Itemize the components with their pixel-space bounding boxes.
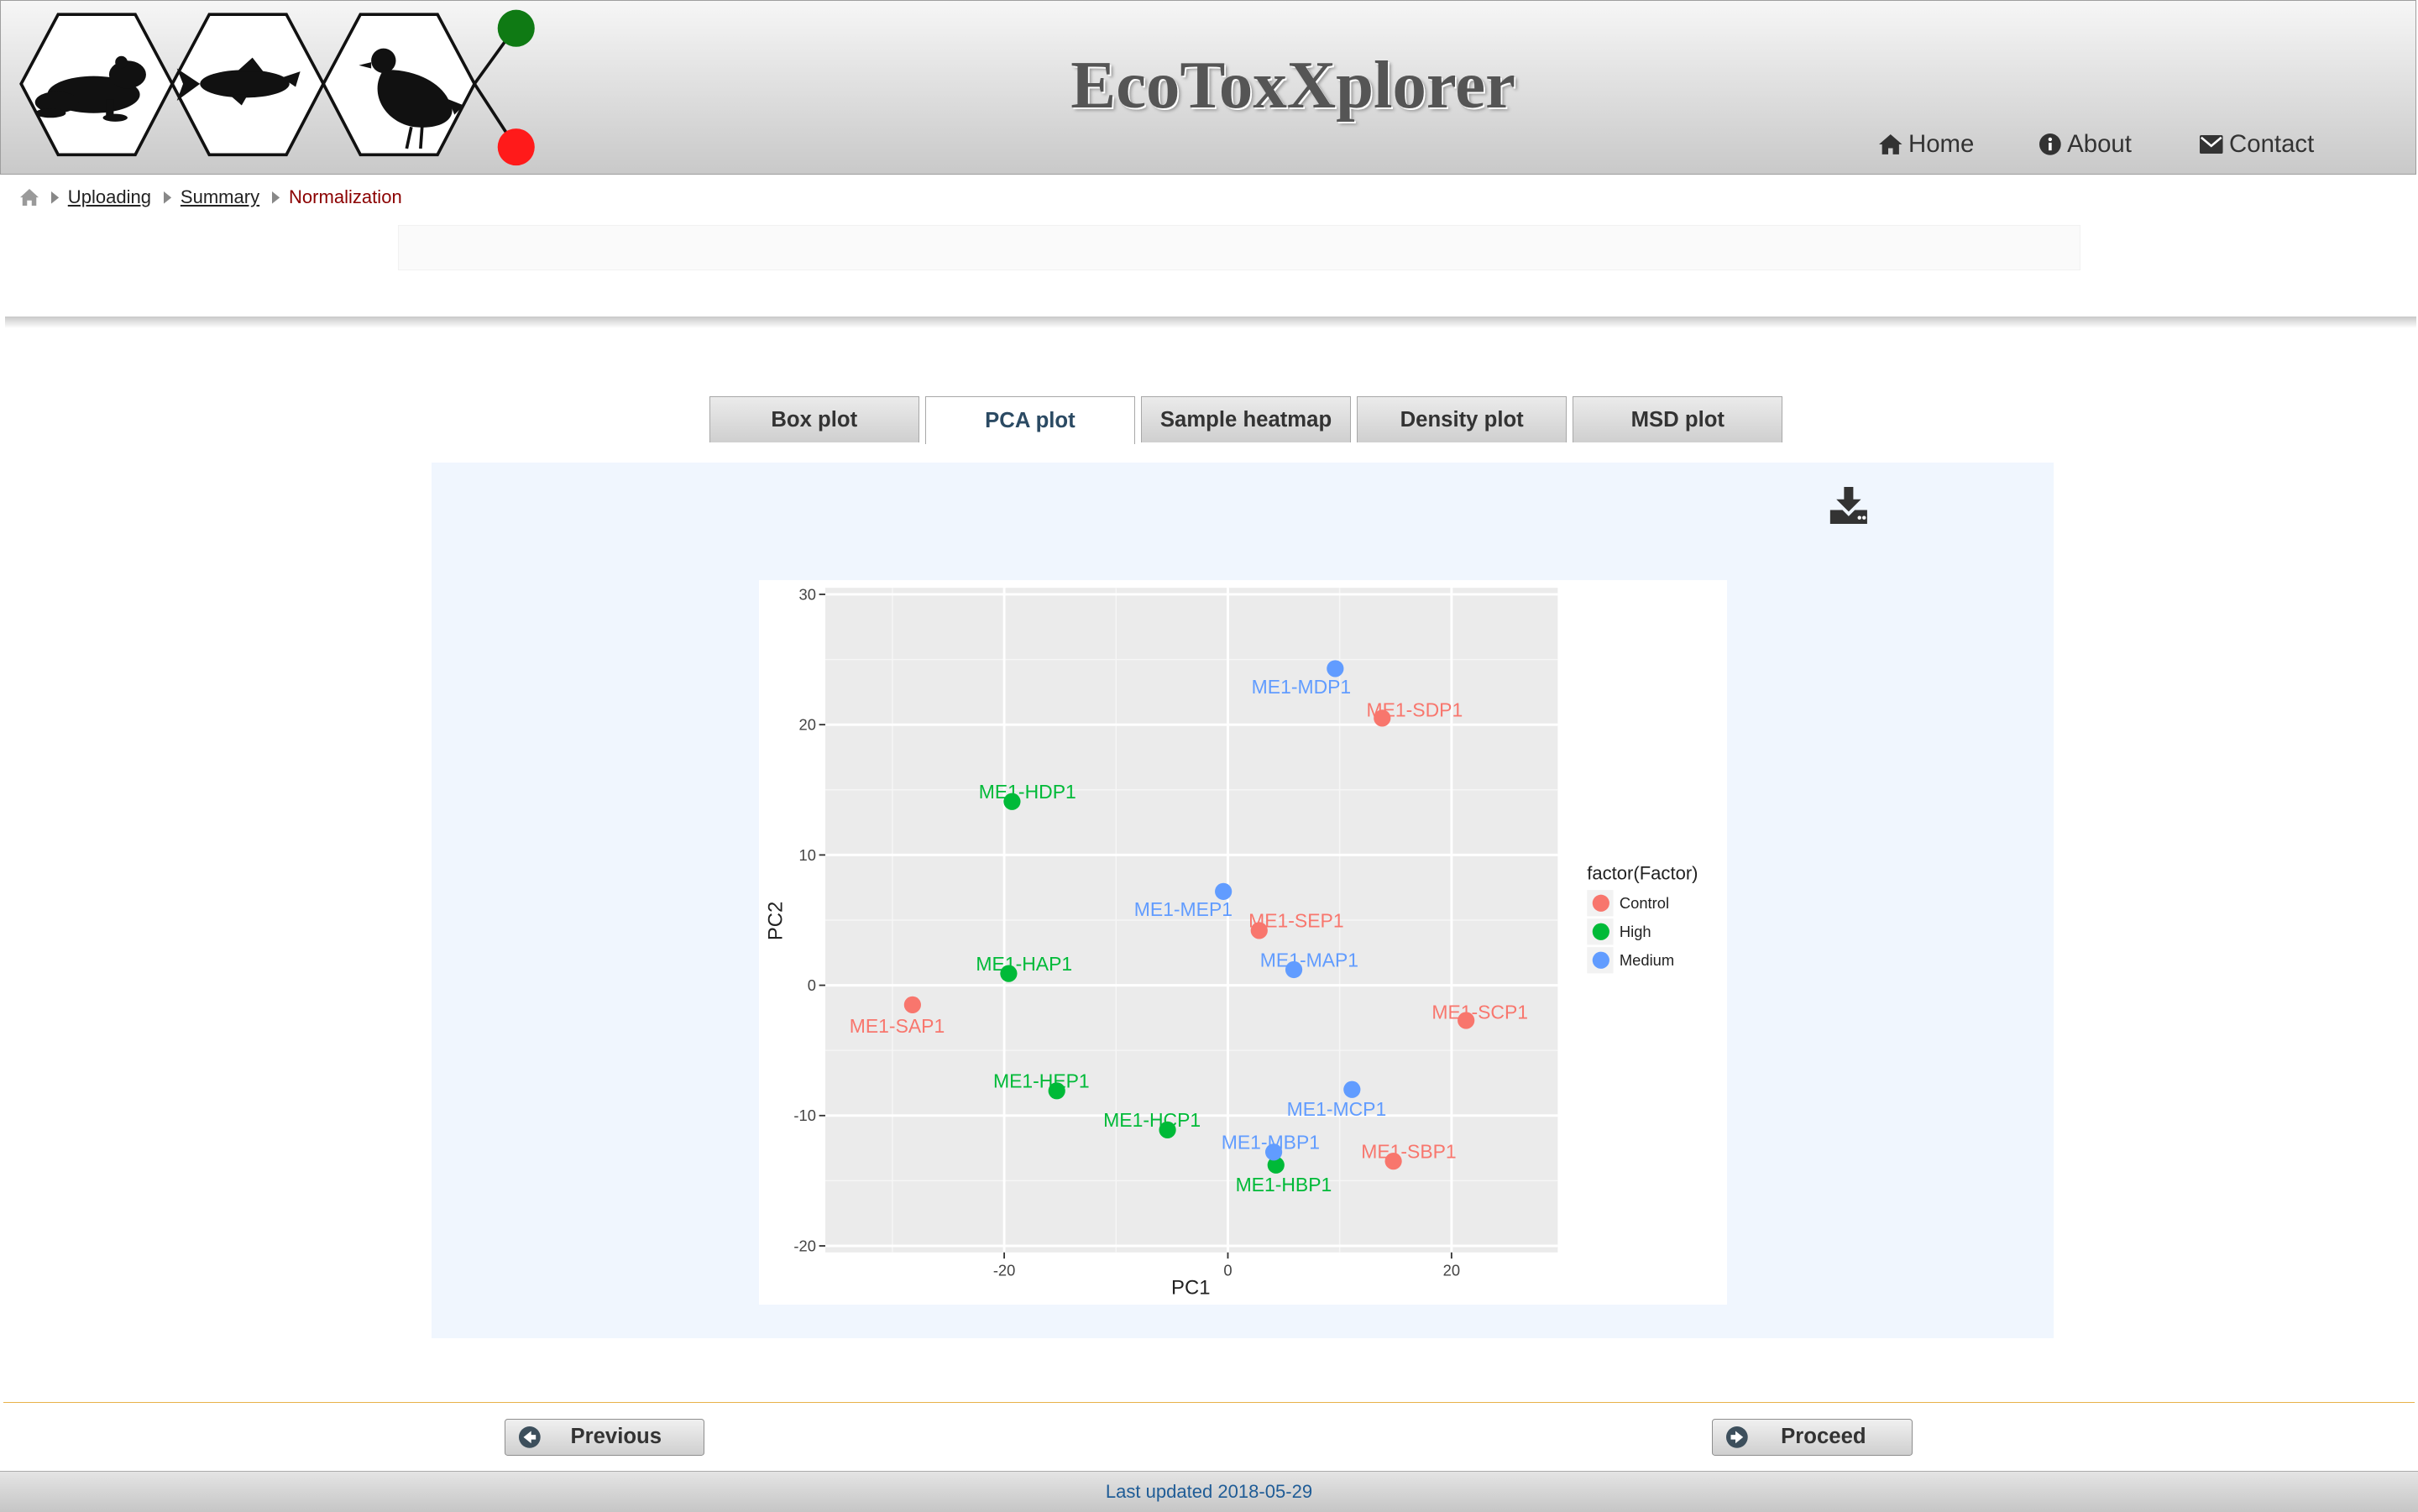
data-label-me1-hbp1: ME1-HBP1 bbox=[1235, 1174, 1332, 1195]
info-circle-icon bbox=[2039, 133, 2061, 156]
data-point-me1-hcp1 bbox=[1159, 1121, 1176, 1138]
status-bar: Last updated 2018-05-29 bbox=[0, 1471, 2418, 1512]
last-updated-text: Last updated 2018-05-29 bbox=[1105, 1481, 1313, 1503]
footer-divider bbox=[3, 1401, 2415, 1403]
legend: factor(Factor) Control High Medium bbox=[1586, 862, 1698, 973]
data-label-me1-hap1: ME1-HAP1 bbox=[976, 953, 1072, 975]
legend-label-high: High bbox=[1620, 923, 1651, 940]
x-tick-label: 20 bbox=[1442, 1261, 1459, 1279]
x-tick-label: 0 bbox=[1223, 1261, 1232, 1279]
section-divider bbox=[4, 316, 2417, 329]
red-indicator bbox=[497, 128, 535, 166]
arrow-left-circle-icon bbox=[519, 1426, 541, 1448]
data-label-me1-sap1: ME1-SAP1 bbox=[849, 1015, 944, 1037]
y-tick-label: 20 bbox=[798, 715, 815, 733]
breadcrumb-normalization: Normalization bbox=[289, 186, 402, 208]
data-label-me1-hep1: ME1-HEP1 bbox=[993, 1070, 1090, 1091]
nav-home[interactable]: Home bbox=[1879, 130, 1974, 159]
previous-button-label: Previous bbox=[570, 1425, 662, 1449]
home-icon bbox=[1879, 134, 1902, 155]
data-point-me1-hdp1 bbox=[1002, 793, 1021, 810]
data-point-me1-hap1 bbox=[999, 965, 1018, 982]
y-tick-label: 10 bbox=[798, 845, 815, 863]
x-axis-label: PC1 bbox=[1171, 1276, 1210, 1299]
breadcrumb-home-icon[interactable] bbox=[19, 189, 39, 207]
breadcrumb-summary[interactable]: Summary bbox=[180, 186, 260, 208]
data-label-me1-mcp1: ME1-MCP1 bbox=[1286, 1098, 1386, 1120]
legend-key-medium bbox=[1592, 951, 1609, 969]
app-title: EcoToxXplorer bbox=[1070, 48, 1515, 123]
grid-major bbox=[824, 587, 1558, 1253]
breadcrumb-separator-icon bbox=[50, 191, 59, 204]
proceed-button-label: Proceed bbox=[1781, 1425, 1866, 1449]
data-points bbox=[903, 659, 1474, 1174]
x-tick-label: -20 bbox=[992, 1261, 1015, 1279]
data-label-me1-mep1: ME1-MEP1 bbox=[1133, 898, 1232, 920]
data-point-me1-sbp1 bbox=[1384, 1152, 1402, 1169]
data-point-me1-sap1 bbox=[903, 996, 921, 1013]
app-header: EcoToxXplorer Home About Contact bbox=[0, 0, 2417, 175]
legend-title: factor(Factor) bbox=[1587, 862, 1698, 883]
legend-key-high bbox=[1592, 923, 1609, 940]
grid-minor bbox=[824, 587, 1558, 1253]
tab-pca-plot[interactable]: PCA plot bbox=[925, 396, 1135, 444]
app-logo bbox=[18, 10, 535, 166]
data-point-me1-sdp1 bbox=[1373, 709, 1391, 727]
tab-box-plot[interactable]: Box plot bbox=[709, 396, 919, 443]
breadcrumb-separator-icon bbox=[163, 191, 171, 204]
data-label-me1-scp1: ME1-SCP1 bbox=[1431, 1001, 1528, 1023]
data-label-me1-sbp1: ME1-SBP1 bbox=[1361, 1140, 1456, 1162]
breadcrumb: Uploading Summary Normalization bbox=[19, 186, 402, 208]
data-point-me1-mbp1 bbox=[1264, 1143, 1282, 1160]
pca-chart: -20 0 20 -20 -10 0 10 20 30 ME1-SDP1 ME1-SEP1 ME1-… bbox=[758, 579, 1728, 1305]
frog-icon bbox=[34, 56, 146, 123]
tab-sample-heatmap[interactable]: Sample heatmap bbox=[1141, 396, 1351, 443]
fish-icon bbox=[176, 57, 301, 106]
nav-contact[interactable]: Contact bbox=[2200, 130, 2314, 159]
tab-msd-plot[interactable]: MSD plot bbox=[1573, 396, 1783, 443]
data-label-me1-sdp1: ME1-SDP1 bbox=[1366, 698, 1463, 720]
data-label-me1-mbp1: ME1-MBP1 bbox=[1221, 1131, 1319, 1153]
arrow-right-circle-icon bbox=[1726, 1426, 1748, 1448]
data-label-me1-hcp1: ME1-HCP1 bbox=[1103, 1109, 1201, 1131]
data-point-me1-mcp1 bbox=[1342, 1080, 1361, 1098]
breadcrumb-uploading[interactable]: Uploading bbox=[67, 186, 151, 208]
message-bar bbox=[397, 225, 2080, 270]
nav-about-label: About bbox=[2067, 130, 2132, 159]
data-point-me1-hep1 bbox=[1048, 1081, 1065, 1099]
nav-home-label: Home bbox=[1908, 130, 1975, 159]
data-label-me1-hdp1: ME1-HDP1 bbox=[978, 781, 1076, 803]
breadcrumb-separator-icon bbox=[271, 191, 280, 204]
data-labels: ME1-SDP1 ME1-SEP1 ME1-SAP1 ME1-SCP1 ME1-SBP1… bbox=[849, 675, 1527, 1195]
plot-panel: -20 0 20 -20 -10 0 10 20 30 ME1-SDP1 ME1-SEP1 ME1-… bbox=[432, 463, 2054, 1339]
data-point-me1-map1 bbox=[1285, 960, 1302, 978]
data-label-me1-map1: ME1-MAP1 bbox=[1259, 949, 1358, 971]
data-point-me1-mdp1 bbox=[1326, 659, 1344, 678]
data-point-me1-mep1 bbox=[1214, 882, 1232, 900]
y-tick-label: 0 bbox=[807, 976, 815, 994]
legend-label-control: Control bbox=[1620, 894, 1669, 912]
legend-label-medium: Medium bbox=[1620, 951, 1674, 969]
data-point-me1-scp1 bbox=[1457, 1011, 1474, 1029]
y-axis-label: PC2 bbox=[764, 901, 787, 939]
nav-contact-label: Contact bbox=[2229, 130, 2315, 159]
proceed-button[interactable]: Proceed bbox=[1711, 1418, 1913, 1456]
data-point-me1-hbp1 bbox=[1267, 1156, 1285, 1174]
data-point-me1-sep1 bbox=[1250, 921, 1268, 939]
y-tick-label: -20 bbox=[793, 1237, 816, 1254]
nav-about[interactable]: About bbox=[2039, 130, 2132, 159]
quail-icon bbox=[359, 48, 463, 149]
axis-ticks: -20 0 20 -20 -10 0 10 20 30 bbox=[793, 585, 1460, 1279]
data-label-me1-mdp1: ME1-MDP1 bbox=[1251, 675, 1351, 697]
legend-key-control bbox=[1592, 894, 1609, 912]
y-tick-label: 30 bbox=[798, 585, 815, 603]
tab-density-plot[interactable]: Density plot bbox=[1357, 396, 1568, 443]
envelope-icon bbox=[2200, 135, 2223, 154]
previous-button[interactable]: Previous bbox=[504, 1418, 705, 1456]
data-label-me1-sep1: ME1-SEP1 bbox=[1248, 909, 1343, 931]
green-indicator bbox=[497, 10, 535, 48]
download-icon[interactable] bbox=[1829, 487, 1869, 525]
y-tick-label: -10 bbox=[793, 1107, 816, 1124]
